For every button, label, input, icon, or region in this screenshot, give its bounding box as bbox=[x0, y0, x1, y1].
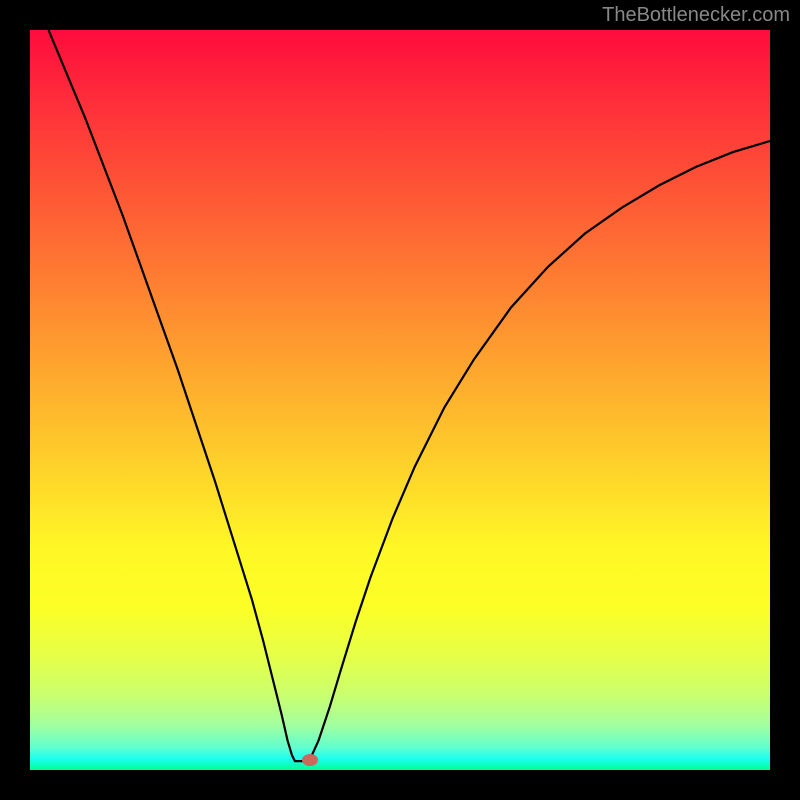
watermark-text: TheBottlenecker.com bbox=[602, 4, 790, 27]
optimal-point-marker bbox=[302, 754, 318, 766]
plot-area bbox=[30, 30, 770, 770]
chart-container: TheBottlenecker.com bbox=[0, 0, 800, 800]
bottleneck-curve bbox=[30, 30, 770, 770]
